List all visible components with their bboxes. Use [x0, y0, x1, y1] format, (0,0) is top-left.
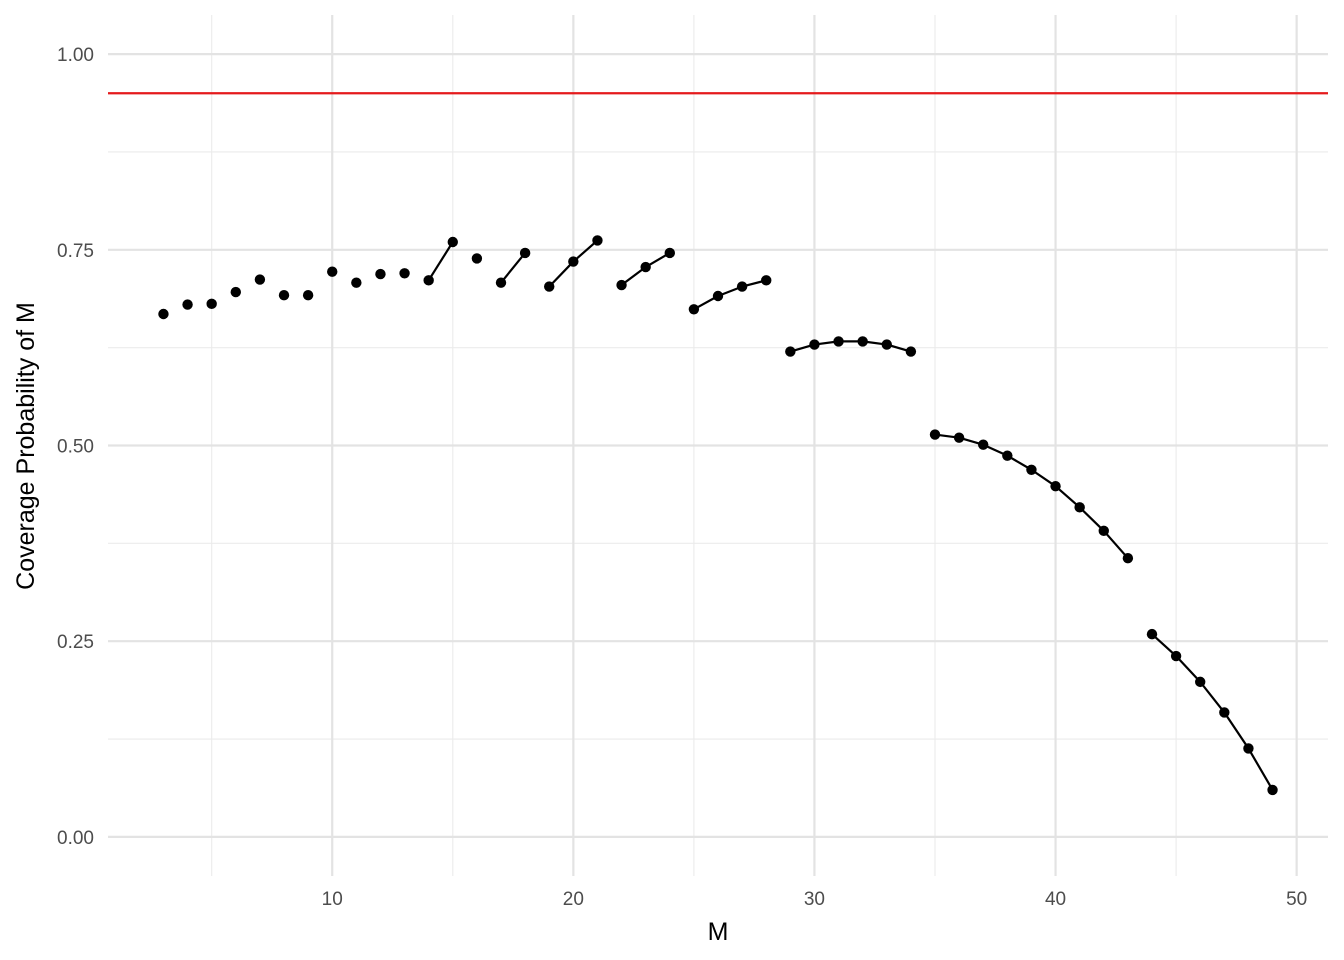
data-point [978, 439, 989, 450]
x-tick-label: 40 [1045, 889, 1066, 910]
data-point [182, 299, 193, 310]
data-point [447, 236, 458, 248]
data-point [905, 346, 917, 357]
data-point [592, 235, 603, 246]
y-tick-label: 0.00 [57, 828, 94, 849]
data-points [158, 235, 1278, 796]
data-point [1170, 650, 1182, 662]
data-point [1267, 784, 1278, 796]
data-point [206, 298, 217, 310]
y-tick-label: 0.75 [57, 241, 94, 262]
data-point [688, 304, 700, 315]
data-point [327, 266, 338, 277]
data-point [1122, 553, 1134, 564]
y-tick-label: 0.25 [57, 632, 94, 653]
data-point [568, 256, 579, 267]
data-point [1243, 743, 1254, 754]
series-line-segment [1151, 633, 1274, 791]
data-point [833, 336, 844, 347]
data-point [495, 277, 507, 288]
data-point [351, 277, 362, 288]
x-tick-label: 10 [322, 889, 343, 910]
series-line-segment [693, 279, 767, 311]
data-point [736, 281, 748, 292]
data-point [809, 339, 820, 350]
series-line-segment [500, 252, 526, 284]
x-tick-label: 50 [1286, 889, 1307, 910]
data-point [230, 286, 241, 298]
x-axis-tick-labels: 10 20 30 40 50 [322, 889, 1308, 910]
data-point [857, 336, 868, 347]
x-axis-title: M [708, 918, 729, 946]
data-point [254, 274, 266, 285]
data-point [399, 268, 410, 279]
y-axis-tick-labels: 0.00 0.25 0.50 0.75 1.00 [57, 45, 94, 849]
data-point [471, 253, 483, 264]
data-point [1098, 525, 1109, 537]
series-line-segment [934, 433, 1129, 559]
data-point [375, 268, 386, 280]
series-lines [427, 239, 1274, 791]
x-tick-label: 20 [563, 889, 584, 910]
y-tick-label: 0.50 [57, 437, 94, 458]
data-point [1195, 676, 1206, 688]
data-point [519, 247, 531, 259]
data-point [1002, 450, 1013, 461]
data-point [712, 290, 724, 302]
data-point [664, 247, 675, 259]
data-point [953, 432, 965, 443]
data-point [423, 275, 434, 286]
data-point [929, 429, 941, 440]
data-point [1050, 481, 1061, 492]
data-point [881, 339, 892, 350]
data-point [640, 261, 651, 273]
data-point [1146, 628, 1158, 640]
data-point [761, 275, 772, 286]
data-point [1219, 707, 1230, 718]
data-point [544, 281, 555, 292]
y-axis-title: Coverage Probability of M [12, 302, 40, 590]
data-point [158, 308, 169, 320]
major-gridlines [108, 15, 1328, 876]
data-point [616, 279, 627, 291]
x-tick-label: 30 [804, 889, 825, 910]
series-line-segment [790, 340, 912, 353]
series-line-segment [427, 241, 454, 281]
data-point [785, 346, 796, 357]
data-point [278, 290, 290, 301]
y-tick-label: 1.00 [57, 45, 94, 66]
data-point [1026, 464, 1037, 475]
data-point [1074, 502, 1085, 513]
data-point [302, 290, 314, 301]
